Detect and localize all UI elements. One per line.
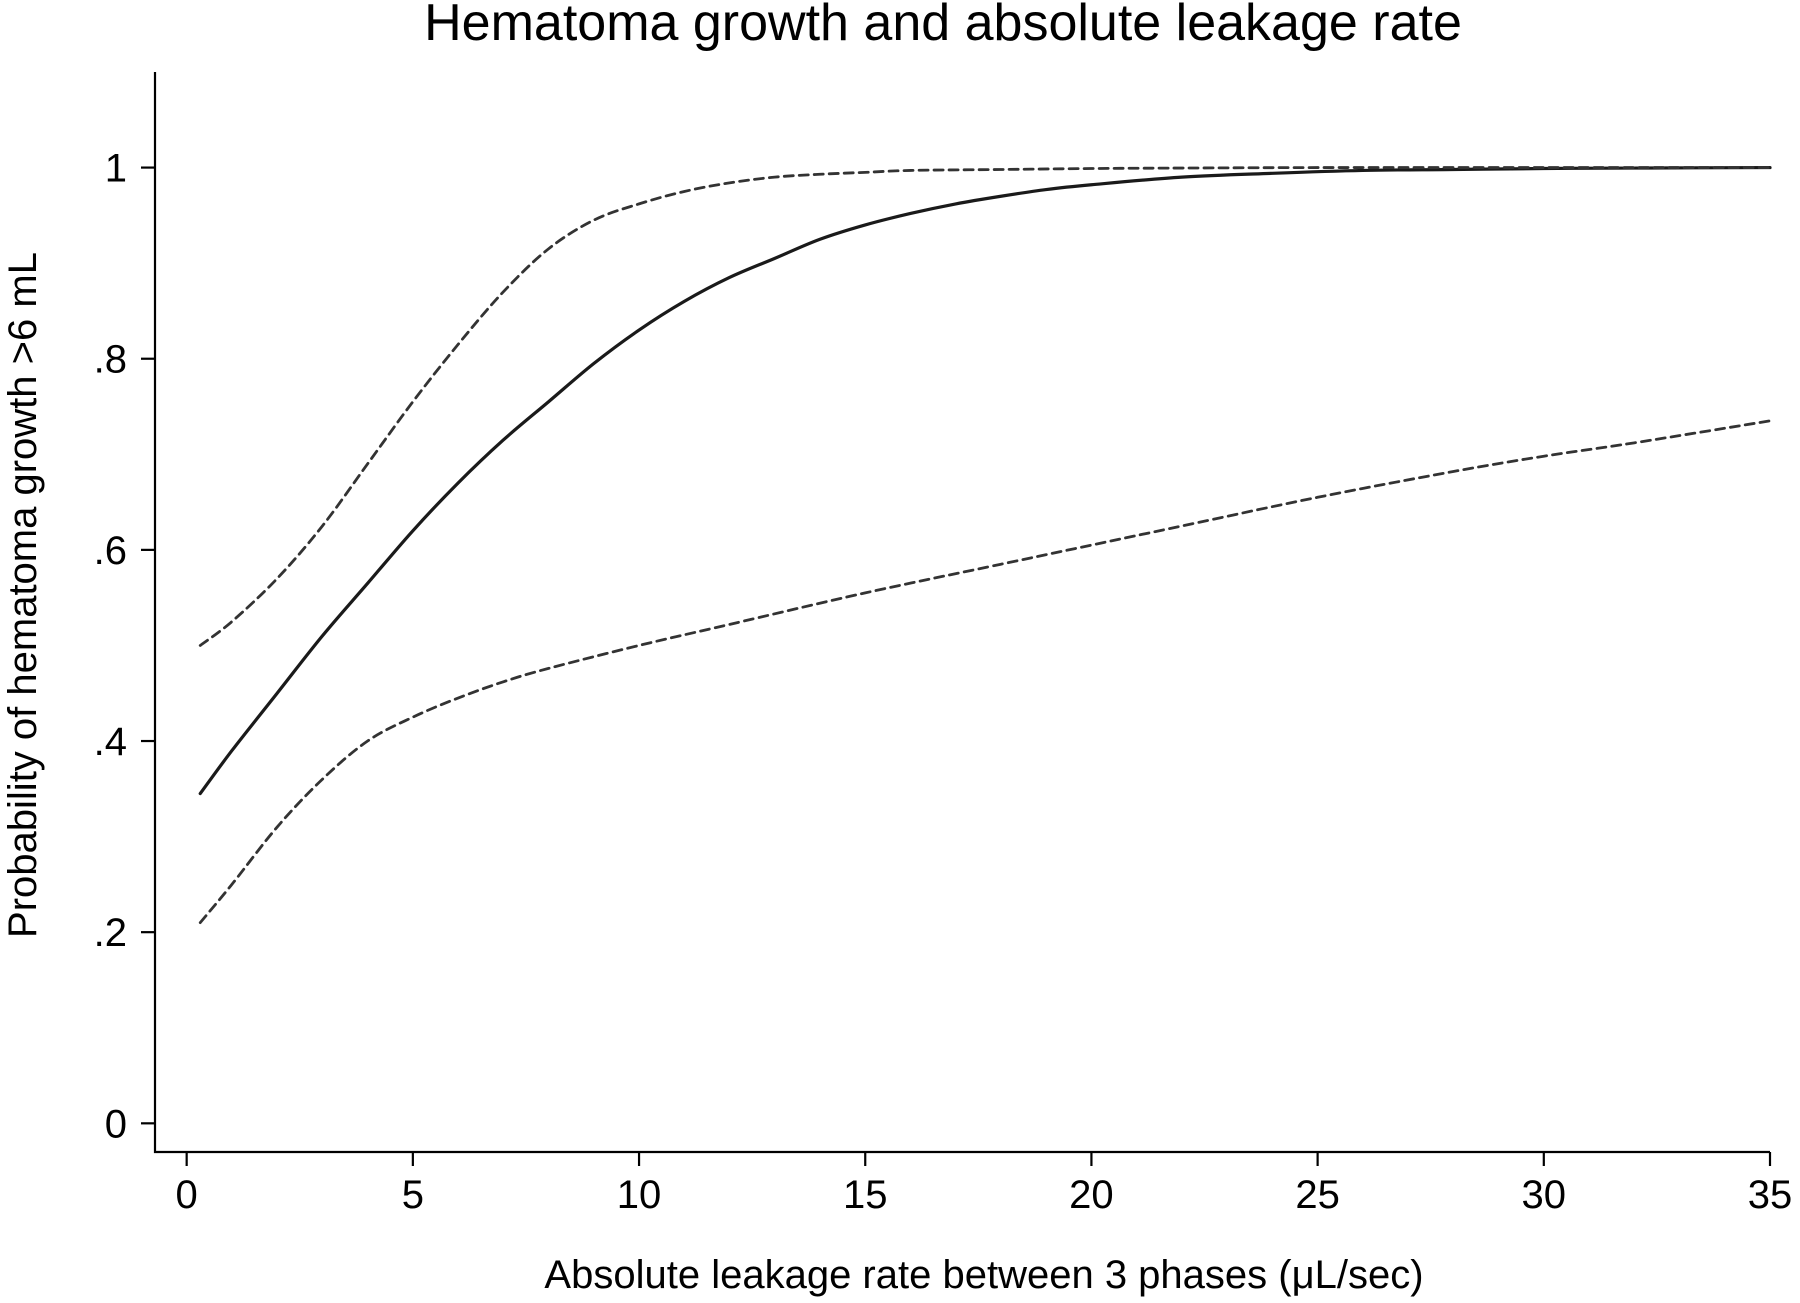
x-tick-label: 10 (617, 1173, 662, 1217)
x-tick-label: 35 (1748, 1173, 1793, 1217)
axis-lines (153, 72, 1770, 1154)
x-tick-label: 25 (1295, 1173, 1340, 1217)
y-tick-label: .8 (94, 338, 127, 382)
chart-title: Hematoma growth and absolute leakage rat… (424, 0, 1462, 52)
x-tick-label: 15 (843, 1173, 888, 1217)
y-tick-label: .4 (94, 720, 127, 764)
series-line-estimate (198, 165, 1772, 796)
series-line-upper-bound (198, 166, 1772, 647)
x-tick-label: 20 (1069, 1173, 1114, 1217)
plot-area: 0 5 10 15 20 25 30 35 0 .2 .4 .6 .8 1 (94, 72, 1793, 1217)
x-tick-label: 0 (176, 1173, 198, 1217)
y-axis-label: Probability of hematoma growth >6 mL (1, 252, 45, 938)
y-tick-label: 0 (105, 1102, 127, 1146)
series-line-lower-bound (198, 419, 1772, 925)
y-tick-label: 1 (105, 147, 127, 191)
y-tick-label: .2 (94, 911, 127, 955)
x-tick-label: 30 (1522, 1173, 1567, 1217)
y-tick-label: .6 (94, 529, 127, 573)
x-tick-label: 5 (402, 1173, 424, 1217)
y-axis-ticks: 0 .2 .4 .6 .8 1 (94, 147, 155, 1146)
x-axis-ticks: 0 5 10 15 20 25 30 35 (176, 1152, 1793, 1217)
x-axis-label: Absolute leakage rate between 3 phases (… (544, 1253, 1423, 1297)
series-layer (198, 165, 1772, 925)
